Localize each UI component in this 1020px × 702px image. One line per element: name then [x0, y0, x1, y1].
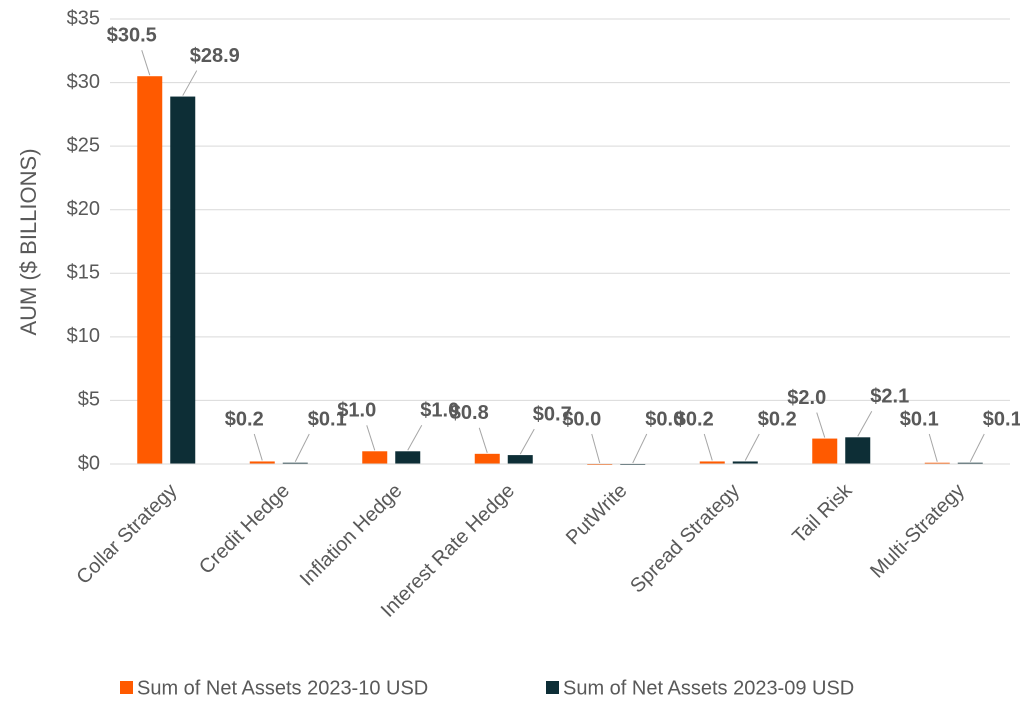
leader-line — [253, 433, 263, 461]
y-tick-label: $5 — [78, 389, 100, 411]
bar — [362, 451, 388, 464]
leader-line — [969, 433, 985, 462]
y-tick-label: $10 — [67, 325, 100, 347]
value-label: $30.5 — [107, 24, 157, 46]
leader-line — [703, 433, 713, 461]
x-tick-label: Tail Risk — [788, 479, 857, 548]
y-tick-label: $20 — [67, 198, 100, 220]
value-label: $1.0 — [420, 400, 459, 422]
x-tick-label: Spread Strategy — [626, 480, 744, 598]
value-label: $0.1 — [900, 408, 939, 430]
bar — [249, 461, 275, 464]
value-label: $0.0 — [645, 408, 684, 430]
bar — [474, 453, 500, 464]
legend-swatch — [120, 681, 133, 694]
value-label: $0.2 — [225, 408, 264, 430]
bar — [507, 455, 533, 464]
bar — [924, 462, 950, 464]
y-tick-label: $15 — [67, 262, 100, 284]
value-label: $28.9 — [190, 45, 240, 67]
leader-line — [928, 433, 938, 462]
x-tick-label: Multi-Strategy — [866, 480, 969, 583]
leader-line — [857, 411, 873, 437]
leader-line — [744, 433, 760, 461]
leader-line — [632, 433, 648, 464]
value-label: $0.2 — [758, 408, 797, 430]
bar — [812, 438, 838, 464]
leader-line — [591, 433, 601, 464]
leader-line — [294, 433, 310, 462]
bar — [957, 462, 983, 464]
x-tick-label: Collar Strategy — [72, 480, 181, 589]
value-label: $0.8 — [450, 402, 489, 424]
y-tick-label: $35 — [67, 7, 100, 29]
leader-line — [366, 425, 376, 451]
value-label: $2.1 — [870, 386, 909, 408]
value-label: $2.0 — [787, 387, 826, 409]
legend-label: Sum of Net Assets 2023-10 USD — [137, 677, 428, 699]
leader-line — [141, 50, 151, 76]
leader-line — [816, 412, 826, 438]
value-label: $0.1 — [983, 408, 1020, 430]
leader-line — [519, 428, 535, 455]
bar — [395, 451, 421, 464]
bar — [282, 462, 308, 464]
value-label: $0.7 — [533, 403, 572, 425]
x-tick-label: Inflation Hedge — [296, 480, 407, 591]
bar — [170, 96, 196, 465]
y-tick-label: $30 — [67, 71, 100, 93]
value-label: $1.0 — [337, 400, 376, 422]
x-tick-label: Credit Hedge — [195, 480, 294, 579]
value-label: $0.0 — [562, 408, 601, 430]
x-tick-label: PutWrite — [562, 480, 632, 550]
y-tick-label: $0 — [78, 452, 100, 474]
value-label: $0.1 — [308, 408, 347, 430]
bar — [137, 76, 163, 464]
leader-line — [478, 427, 488, 453]
bar — [845, 437, 871, 464]
bar — [732, 461, 758, 464]
legend-swatch — [546, 681, 559, 694]
leader-line — [182, 70, 198, 96]
value-label: $0.2 — [675, 408, 714, 430]
legend-label: Sum of Net Assets 2023-09 USD — [563, 677, 854, 699]
bar — [699, 461, 725, 464]
y-tick-label: $25 — [67, 134, 100, 156]
leader-line — [407, 425, 423, 451]
y-axis-label: AUM ($ BILLIONS) — [16, 148, 41, 335]
